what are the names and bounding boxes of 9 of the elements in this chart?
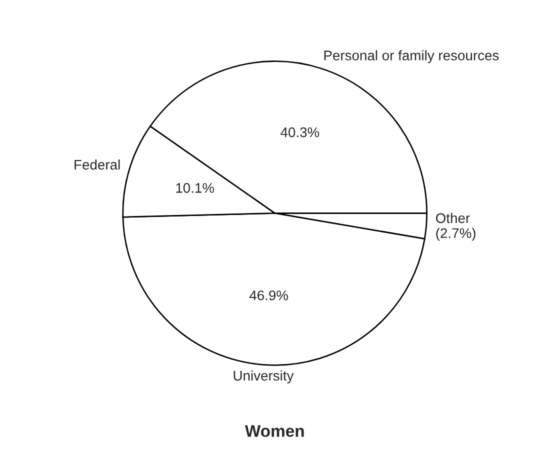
slice-label: Federal [74,159,120,170]
data-label: (2.7%) [436,228,476,241]
data-label: 40.3% [280,127,320,138]
slice-label: University [234,370,294,384]
slice-label: Other [436,212,470,224]
data-label: 46.9% [249,290,288,300]
slice-label: Personal or family resources [324,50,499,64]
text: Women [244,425,304,437]
data-label: 10.1% [176,183,214,193]
